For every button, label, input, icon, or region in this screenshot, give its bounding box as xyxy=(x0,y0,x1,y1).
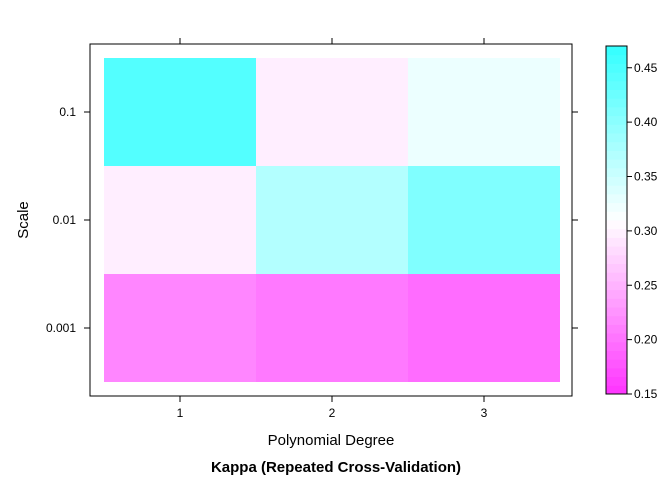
colorbar-band xyxy=(606,315,627,325)
chart-title: Kappa (Repeated Cross-Validation) xyxy=(211,459,461,476)
colorbar-band xyxy=(606,359,627,369)
colorbar-band xyxy=(606,176,627,186)
colorbar-ticks: 0.15 0.20 0.25 0.30 0.35 0.40 0.45 xyxy=(627,61,658,401)
x-tick-label: 3 xyxy=(481,406,488,420)
colorbar-band xyxy=(606,46,627,56)
y-axis-label: Scale xyxy=(15,201,32,239)
colorbar-band xyxy=(606,324,627,334)
colorbar-band xyxy=(606,150,627,160)
heatmap-cell-0.01-1 xyxy=(104,166,256,274)
colorbar-band xyxy=(606,167,627,177)
colorbar-band xyxy=(606,289,627,299)
colorbar-band xyxy=(606,54,627,64)
colorbar-band xyxy=(606,220,627,230)
colorbar-band xyxy=(606,141,627,151)
colorbar-band xyxy=(606,254,627,264)
y-tick-label: 0.01 xyxy=(53,213,77,227)
heatmap-cell-0.1-3 xyxy=(408,58,560,166)
colorbar-tick-label: 0.35 xyxy=(634,170,658,184)
x-tick-label: 2 xyxy=(329,406,336,420)
colorbar-band xyxy=(606,211,627,221)
colorbar-band xyxy=(606,159,627,169)
colorbar-band xyxy=(606,202,627,212)
heatmap-cell-0.001-2 xyxy=(256,274,408,382)
colorbar-tick-label: 0.45 xyxy=(634,61,658,75)
heatmap-cell-0.001-3 xyxy=(408,274,560,382)
colorbar-band xyxy=(606,98,627,108)
colorbar-band xyxy=(606,341,627,351)
colorbar-tick-label: 0.15 xyxy=(634,387,658,401)
x-axis-tick-labels: 1 2 3 xyxy=(177,406,488,420)
colorbar-band xyxy=(606,89,627,99)
colorbar xyxy=(606,46,627,395)
colorbar-tick-label: 0.20 xyxy=(634,333,658,347)
colorbar-band xyxy=(606,193,627,204)
heatmap-cell-0.01-2 xyxy=(256,166,408,274)
y-tick-label: 0.1 xyxy=(59,105,76,119)
colorbar-band xyxy=(606,72,627,82)
colorbar-frame xyxy=(605,45,628,395)
colorbar-band xyxy=(606,333,627,343)
colorbar-band xyxy=(606,237,627,247)
colorbar-band xyxy=(606,280,627,291)
colorbar-band xyxy=(606,246,627,256)
colorbar-band xyxy=(606,124,627,134)
colorbar-band xyxy=(606,185,627,195)
colorbar-band xyxy=(606,376,627,386)
colorbar-tick-label: 0.30 xyxy=(634,224,658,238)
heatmap-cell-0.01-3 xyxy=(408,166,560,274)
x-tick-label: 1 xyxy=(177,406,184,420)
colorbar-band xyxy=(606,133,627,143)
colorbar-tick-label: 0.40 xyxy=(634,115,658,129)
colorbar-band xyxy=(606,263,627,273)
colorbar-band xyxy=(606,115,627,125)
colorbar-band xyxy=(606,272,627,282)
heatmap-cell-0.1-2 xyxy=(256,58,408,166)
colorbar-band xyxy=(606,63,627,73)
colorbar-band xyxy=(606,350,627,360)
colorbar-band xyxy=(606,367,627,378)
y-axis-tick-labels: 0.001 0.01 0.1 xyxy=(46,105,76,335)
colorbar-band xyxy=(606,298,627,308)
colorbar-band xyxy=(606,228,627,238)
x-axis-label: Polynomial Degree xyxy=(268,432,395,449)
colorbar-tick-label: 0.25 xyxy=(634,278,658,292)
heatmap-cell-0.1-1 xyxy=(104,58,256,166)
colorbar-band xyxy=(606,385,627,395)
heatmap-cells xyxy=(104,58,560,382)
axis-ticks xyxy=(84,38,578,402)
colorbar-band xyxy=(606,106,627,117)
colorbar-band xyxy=(606,80,627,90)
colorbar-band xyxy=(606,307,627,317)
heatmap-cell-0.001-1 xyxy=(104,274,256,382)
y-tick-label: 0.001 xyxy=(46,321,76,335)
